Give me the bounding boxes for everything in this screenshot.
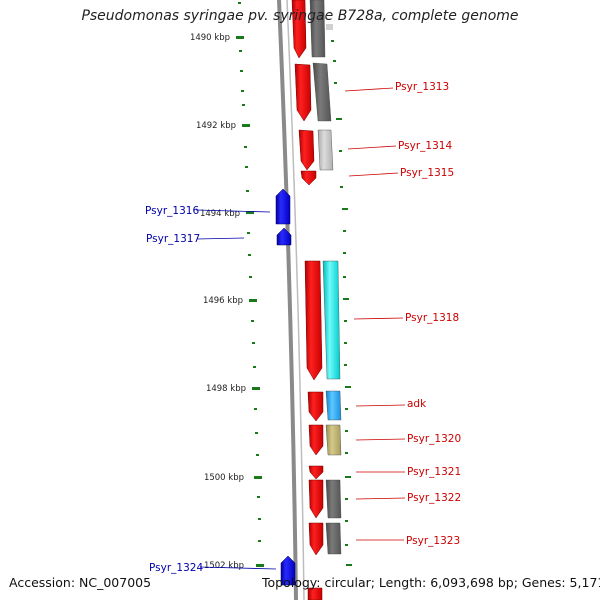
leader-line bbox=[353, 317, 404, 320]
left-gene-labels: Psyr_1316 Psyr_1317 Psyr_1324 bbox=[145, 205, 277, 574]
gene-label[interactable]: Psyr_1318 bbox=[405, 312, 459, 324]
gene-label[interactable]: Psyr_1323 bbox=[406, 535, 460, 547]
tick-labels: 1490 kbp 1492 kbp 1494 kbp 1496 kbp 1498… bbox=[190, 33, 246, 571]
gene-label[interactable]: Psyr_1317 bbox=[146, 233, 200, 245]
right-tick-dots bbox=[331, 40, 352, 566]
leader-line bbox=[348, 172, 399, 177]
left-tick-dots bbox=[238, 2, 261, 542]
tick-label: 1498 kbp bbox=[206, 384, 246, 394]
cog-box bbox=[325, 522, 342, 555]
genome-backbone bbox=[277, 0, 298, 600]
tick-label: 1500 kbp bbox=[204, 473, 244, 483]
gene-arrow[interactable] bbox=[308, 465, 324, 480]
leader-line bbox=[344, 87, 394, 92]
leader-line bbox=[196, 237, 245, 240]
tick-label: 1496 kbp bbox=[203, 296, 243, 306]
gene-arrow[interactable] bbox=[298, 129, 315, 171]
right-gene-labels: Psyr_1313 Psyr_1314 Psyr_1315 Psyr_1318 … bbox=[344, 81, 461, 547]
tick-label: 1490 kbp bbox=[190, 33, 230, 43]
gene-arrow[interactable] bbox=[308, 424, 324, 456]
topology-text: Topology: circular; Length: 6,093,698 bp… bbox=[262, 575, 600, 590]
cog-box bbox=[325, 390, 342, 421]
leader-line bbox=[355, 404, 406, 407]
cog-box bbox=[325, 479, 342, 519]
gene-arrow[interactable] bbox=[275, 188, 291, 225]
cog-box bbox=[312, 62, 332, 122]
cog-box bbox=[309, 0, 326, 58]
gene-label[interactable]: Psyr_1320 bbox=[407, 433, 461, 445]
gene-label[interactable]: Psyr_1316 bbox=[145, 205, 199, 217]
cog-box bbox=[322, 260, 341, 380]
gene-arrow[interactable] bbox=[300, 170, 317, 186]
leader-line bbox=[355, 438, 406, 441]
accession-text: Accession: NC_007005 bbox=[9, 575, 152, 590]
cog-box bbox=[317, 129, 334, 171]
gene-label[interactable]: adk bbox=[407, 398, 427, 410]
reverse-genes bbox=[275, 188, 296, 586]
tick-label: 1494 kbp bbox=[200, 209, 240, 219]
gene-arrow[interactable] bbox=[294, 63, 312, 122]
gene-label[interactable]: Psyr_1321 bbox=[407, 466, 461, 478]
gene-arrow[interactable] bbox=[280, 555, 296, 586]
tick-label: 1492 kbp bbox=[196, 121, 236, 131]
leader-line bbox=[199, 566, 277, 570]
tick-label: 1502 kbp bbox=[204, 561, 244, 571]
gene-label[interactable]: Psyr_1324 bbox=[149, 562, 203, 574]
gene-arrow[interactable] bbox=[308, 479, 324, 519]
gene-arrow[interactable] bbox=[276, 227, 292, 246]
leader-line bbox=[347, 145, 397, 150]
cog-box bbox=[325, 424, 342, 456]
gene-arrow[interactable] bbox=[304, 260, 323, 381]
map-title: Pseudomonas syringae pv. syringae B728a,… bbox=[81, 8, 519, 24]
gene-arrow[interactable] bbox=[307, 587, 323, 600]
cog-boxes bbox=[309, 0, 342, 555]
leader-line bbox=[355, 497, 406, 500]
gene-arrow[interactable] bbox=[308, 522, 324, 556]
gene-arrow[interactable] bbox=[291, 0, 307, 59]
gene-label[interactable]: Psyr_1315 bbox=[400, 167, 454, 179]
genome-backbone-inner bbox=[286, 0, 305, 600]
gene-label[interactable]: Psyr_1322 bbox=[407, 492, 461, 504]
gene-label[interactable]: Psyr_1314 bbox=[398, 140, 452, 152]
cog-box bbox=[326, 24, 333, 30]
gene-arrow[interactable] bbox=[307, 391, 324, 422]
forward-genes bbox=[291, 0, 324, 600]
gene-label[interactable]: Psyr_1313 bbox=[395, 81, 449, 93]
leader-line bbox=[195, 209, 271, 213]
major-ticks bbox=[236, 36, 264, 567]
